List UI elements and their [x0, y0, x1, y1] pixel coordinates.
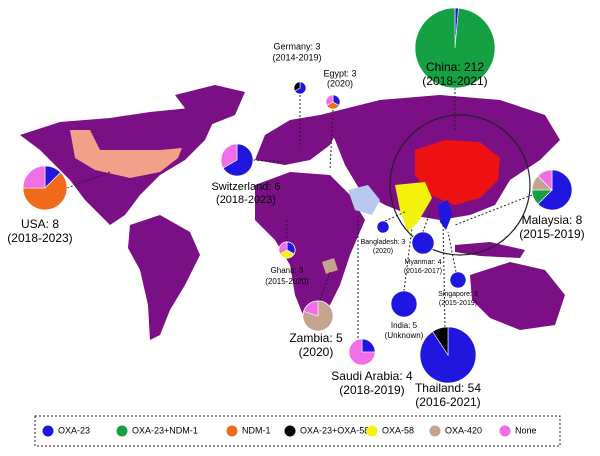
- location-label: Malaysia: 8: [522, 213, 583, 227]
- location-period: (2014-2019): [272, 52, 321, 62]
- location-label: Egypt: 3: [323, 68, 356, 78]
- location-label: Ghana: 3: [271, 266, 304, 275]
- greenland: [175, 85, 245, 125]
- world-map: [20, 85, 565, 340]
- india: [395, 182, 432, 232]
- arrow: [447, 231, 457, 273]
- location-period: (2016-2021): [415, 395, 480, 409]
- south-america: [128, 215, 200, 340]
- location-period: (2015-2019): [519, 227, 584, 241]
- usa: [70, 130, 182, 178]
- legend-label: OXA-23: [58, 425, 90, 435]
- pie-slice: [220, 143, 238, 169]
- zambia: [322, 258, 338, 274]
- legend-swatch: [366, 425, 378, 437]
- legend-label: OXA-58: [382, 425, 414, 435]
- pie-slice: [361, 338, 376, 353]
- saudi-arabia: [348, 185, 380, 215]
- region-outline: [389, 114, 531, 256]
- location-period: (2020): [299, 345, 334, 359]
- legend-swatch: [42, 425, 54, 437]
- pie-slice: [390, 290, 418, 318]
- africa: [255, 172, 365, 320]
- legend-label: None: [515, 425, 537, 435]
- location-label: India: 5: [391, 321, 418, 330]
- indonesia: [455, 242, 525, 258]
- pie-slice: [414, 7, 496, 89]
- location-label: USA: 8: [21, 217, 59, 231]
- location-label: Zambia: 5: [289, 331, 343, 345]
- legend-label: OXA-23+NDM-1: [132, 425, 198, 435]
- location-period: (2018-2023): [7, 231, 72, 245]
- location-label: China: 212: [426, 60, 484, 74]
- arrow: [422, 211, 431, 233]
- pie-slice: [293, 81, 301, 92]
- location-period: (2020): [327, 78, 353, 88]
- location-label: Thailand: 54: [415, 381, 481, 395]
- legend-label: OXA-420: [445, 425, 482, 435]
- legend-swatch: [499, 425, 511, 437]
- pie-slice: [348, 338, 376, 366]
- pie-slice: [325, 94, 334, 106]
- arrow: [403, 227, 413, 292]
- location-period: (2018-2021): [422, 74, 487, 88]
- pie-slice: [222, 143, 254, 177]
- location-label: Saudi Arabia: 4: [331, 369, 413, 383]
- legend-swatch: [429, 425, 441, 437]
- arrow: [319, 271, 331, 301]
- pie-slice: [537, 169, 553, 191]
- location-period: (2018-2019): [339, 383, 404, 397]
- location-label: Myanmar: 4: [405, 259, 442, 266]
- pie-slice: [376, 220, 390, 234]
- location-period: (2015-2020): [265, 277, 309, 286]
- arrow: [454, 194, 533, 226]
- legend-swatch: [116, 425, 128, 437]
- location-label: Germany: 3: [273, 41, 320, 51]
- legend-label: OXA-23+OXA-58: [300, 425, 369, 435]
- location-label: Switzerland: 6: [211, 181, 280, 193]
- pie-slice: [278, 241, 288, 255]
- location-period: (2018-2023): [216, 194, 276, 206]
- pie-slice: [449, 271, 467, 289]
- location-period: (2016-2017): [404, 268, 442, 275]
- arrow: [442, 219, 446, 328]
- pie-slice: [22, 165, 46, 189]
- pie-slice: [432, 326, 449, 357]
- pie-slice: [303, 300, 319, 317]
- location-period: (2015-2019): [439, 300, 477, 307]
- pie-slice: [294, 81, 307, 95]
- legend-label: NDM-1: [242, 425, 271, 435]
- australia: [470, 262, 565, 330]
- europe: [255, 115, 340, 165]
- location-label: Singapore: 3: [438, 291, 478, 298]
- china: [415, 140, 500, 205]
- connector-arrows: [66, 88, 533, 338]
- location-period: (2020): [373, 248, 393, 255]
- pie-slice: [537, 169, 573, 211]
- southeast-asia: [438, 200, 452, 230]
- location-period: (Unknown): [385, 331, 424, 340]
- pie-slice: [411, 231, 435, 255]
- pie-slice: [22, 172, 68, 211]
- arrow: [252, 159, 286, 163]
- legend-swatch: [284, 425, 296, 437]
- legend-swatch: [226, 425, 238, 437]
- location-label: Bangladesh: 3: [361, 239, 406, 246]
